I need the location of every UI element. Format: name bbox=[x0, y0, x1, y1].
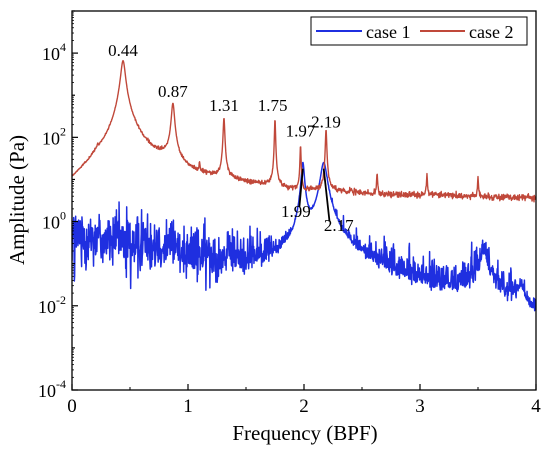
y-tick-label: 104 bbox=[42, 40, 66, 64]
series-line-case-2 bbox=[72, 59, 536, 203]
annotation-pointer bbox=[298, 168, 304, 208]
y-tick-label: 10-2 bbox=[38, 293, 66, 317]
peak-annotations: 0.44 0.87 1.31 1.75 1.972.19 1.99 2.17 bbox=[108, 41, 354, 235]
peak-label: 0.44 bbox=[108, 41, 138, 60]
legend-label-case-1: case 1 bbox=[366, 22, 410, 42]
legend-label-case-2: case 2 bbox=[469, 22, 513, 42]
y-axis-ticks: 10-4 10-2 100 102 104 bbox=[38, 10, 78, 401]
y-tick-label: 100 bbox=[42, 209, 66, 233]
annotation-pointer bbox=[322, 168, 331, 222]
pointer-layer bbox=[298, 168, 331, 222]
legend: case 1 case 2 bbox=[310, 16, 528, 46]
x-tick-label: 0 bbox=[67, 396, 77, 417]
peak-label: 1.97 bbox=[286, 121, 316, 140]
peak-label: 1.75 bbox=[258, 96, 288, 115]
series-line-case-1 bbox=[72, 161, 536, 312]
y-tick-label: 102 bbox=[42, 124, 66, 148]
peak-label: 1.31 bbox=[209, 96, 239, 115]
peak-label: 2.17 bbox=[324, 216, 354, 235]
x-tick-label: 2 bbox=[299, 396, 309, 417]
peak-label: 2.19 bbox=[311, 113, 341, 132]
peak-label: 0.87 bbox=[158, 82, 188, 101]
x-tick-label: 1 bbox=[183, 396, 193, 417]
series-layer bbox=[72, 59, 536, 312]
y-axis-label: Amplitude (Pa) bbox=[5, 135, 29, 265]
x-axis-label: Frequency (BPF) bbox=[232, 421, 377, 445]
y-tick-label: 10-4 bbox=[38, 377, 66, 401]
peak-label: 1.99 bbox=[281, 202, 311, 221]
x-axis-ticks: 0 1 2 3 4 bbox=[67, 384, 541, 417]
x-tick-label: 4 bbox=[531, 396, 541, 417]
x-tick-label: 3 bbox=[415, 396, 425, 417]
